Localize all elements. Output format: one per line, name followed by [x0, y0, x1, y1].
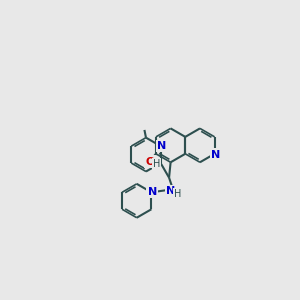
- Text: N: N: [157, 141, 166, 151]
- Text: N: N: [148, 187, 157, 196]
- Text: H: H: [153, 159, 160, 169]
- Text: N: N: [166, 186, 175, 196]
- Text: O: O: [145, 157, 154, 166]
- Text: N: N: [211, 150, 220, 160]
- Text: H: H: [174, 189, 181, 199]
